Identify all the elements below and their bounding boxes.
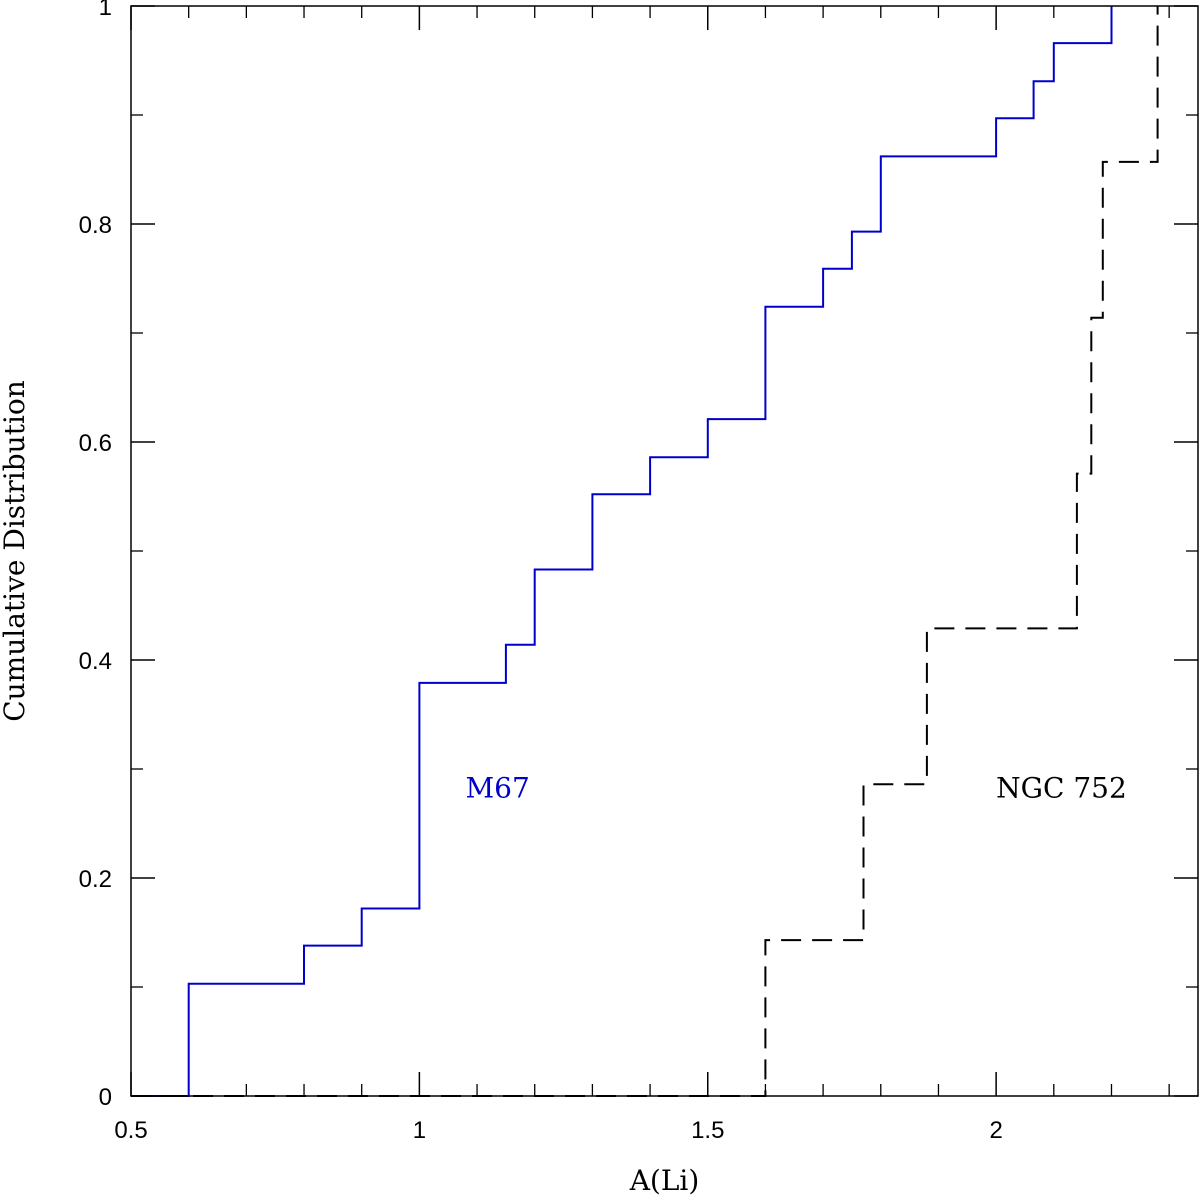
x-tick-label: 0.5 bbox=[114, 1117, 147, 1144]
y-tick-label: 0.6 bbox=[79, 430, 112, 457]
x-tick-label: 2 bbox=[989, 1117, 1002, 1144]
y-tick-label: 0.8 bbox=[79, 212, 112, 239]
series-line-m67 bbox=[131, 6, 1113, 1097]
plot-frame bbox=[130, 5, 1199, 1097]
series-label-ngc-752: NGC 752 bbox=[996, 772, 1127, 805]
x-tick-label: 1.5 bbox=[691, 1117, 724, 1144]
y-tick-labels: 0 0.2 0.4 0.6 0.8 1 bbox=[79, 0, 112, 1111]
y-tick-label: 0.2 bbox=[79, 866, 112, 893]
y-tick-label: 0.4 bbox=[79, 648, 112, 675]
y-axis-title: Cumulative Distribution bbox=[0, 380, 31, 722]
x-tick-label: 1 bbox=[413, 1117, 426, 1144]
x-axis-title: A(Li) bbox=[629, 1164, 700, 1197]
y-tick-label: 1 bbox=[99, 0, 112, 21]
y-tick-label: 0 bbox=[99, 1084, 112, 1111]
x-tick-labels: 0.5 1 1.5 2 bbox=[114, 1117, 1003, 1144]
series-labels: M67 NGC 752 bbox=[466, 772, 1127, 805]
minor-ticks bbox=[131, 6, 1198, 1096]
series-line-ngc-752 bbox=[131, 6, 1159, 1097]
major-ticks bbox=[130, 5, 1198, 1097]
series-lines bbox=[131, 6, 1159, 1097]
series-label-m67: M67 bbox=[466, 772, 530, 805]
